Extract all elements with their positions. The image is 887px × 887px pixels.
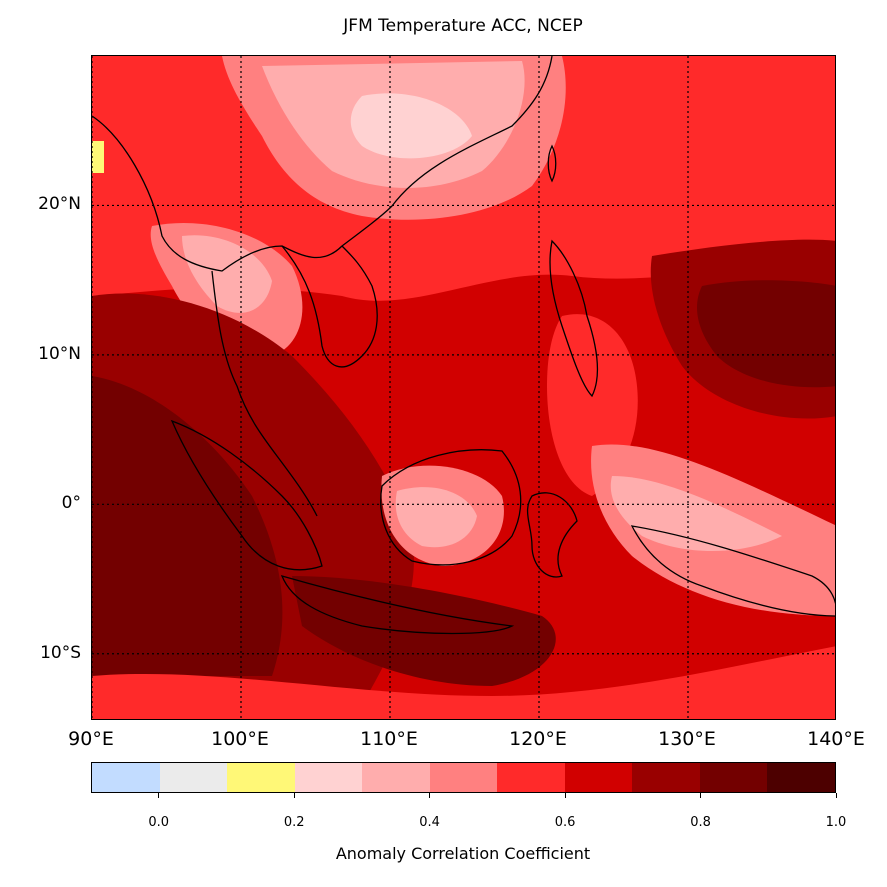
colorbar-tick-label: 1.0 <box>825 815 847 830</box>
colorbar-tickmark <box>293 793 295 798</box>
coast-vietnam <box>281 245 378 368</box>
field-region-indian-ocean-core <box>92 376 283 676</box>
latitude-label: 0° <box>61 493 81 514</box>
colorbar-swatch <box>767 763 836 792</box>
colorbar-swatch <box>227 763 295 792</box>
colorbar-swatch <box>429 763 498 792</box>
colorbar-swatch <box>362 763 430 792</box>
coast-taiwan <box>547 144 557 183</box>
field-region-pacific-core <box>697 280 835 388</box>
colorbar-swatch <box>699 763 768 792</box>
colorbar-tickmark <box>835 793 837 798</box>
colorbar-tick-label: 0.0 <box>148 815 170 830</box>
latitude-label: 10°N <box>38 343 81 364</box>
colorbar-tickmark <box>700 793 702 798</box>
longitude-label: 120°E <box>509 728 567 750</box>
colorbar-swatch <box>497 763 565 792</box>
coast-sumatra <box>170 419 323 571</box>
colorbar-label: Anomaly Correlation Coefficient <box>335 844 591 863</box>
field-region-south <box>92 646 835 719</box>
colorbar-swatch <box>92 763 160 792</box>
coast-new-guinea <box>630 525 835 617</box>
coast-sulawesi <box>526 492 578 578</box>
colorbar-tick-label: 0.4 <box>419 815 440 830</box>
coast-java <box>280 575 515 635</box>
field-region-borneo-inner <box>395 487 477 548</box>
colorbar-tick-label: 0.2 <box>283 815 305 830</box>
colorbar-tickmark <box>429 793 431 798</box>
colorbar-swatch <box>294 763 363 792</box>
colorbar-tick-label: 0.6 <box>554 815 576 830</box>
map-panel <box>91 55 836 720</box>
colorbar-tickmark <box>564 793 566 798</box>
colorbar-tick-label: 0.8 <box>690 815 711 830</box>
latitude-label: 20°N <box>38 194 81 215</box>
coast-malay-peninsula <box>211 270 318 517</box>
longitude-label: 140°E <box>807 728 865 750</box>
field-region-yellow <box>92 141 104 173</box>
coastlines <box>92 56 835 635</box>
colorbar-tickmark <box>158 793 160 798</box>
gridlines <box>92 56 835 719</box>
coast-mainland <box>92 56 553 272</box>
longitude-label: 90°E <box>68 728 114 750</box>
colorbar <box>91 762 836 793</box>
map-title: JFM Temperature ACC, NCEP <box>343 16 583 36</box>
longitude-label: 110°E <box>360 728 418 750</box>
colorbar-swatch <box>632 763 700 792</box>
longitude-label: 130°E <box>658 728 716 750</box>
coast-philippines <box>549 239 599 398</box>
latitude-label: 10°S <box>40 642 81 663</box>
colorbar-swatch <box>159 763 228 792</box>
field-region-java <box>292 576 556 686</box>
longitude-label: 100°E <box>211 728 269 750</box>
colorbar-swatch <box>564 763 633 792</box>
field-region-china-core <box>350 93 472 159</box>
coast-borneo <box>380 449 522 566</box>
field-region-new-guinea-inner <box>610 476 782 551</box>
map-canvas <box>92 56 835 719</box>
